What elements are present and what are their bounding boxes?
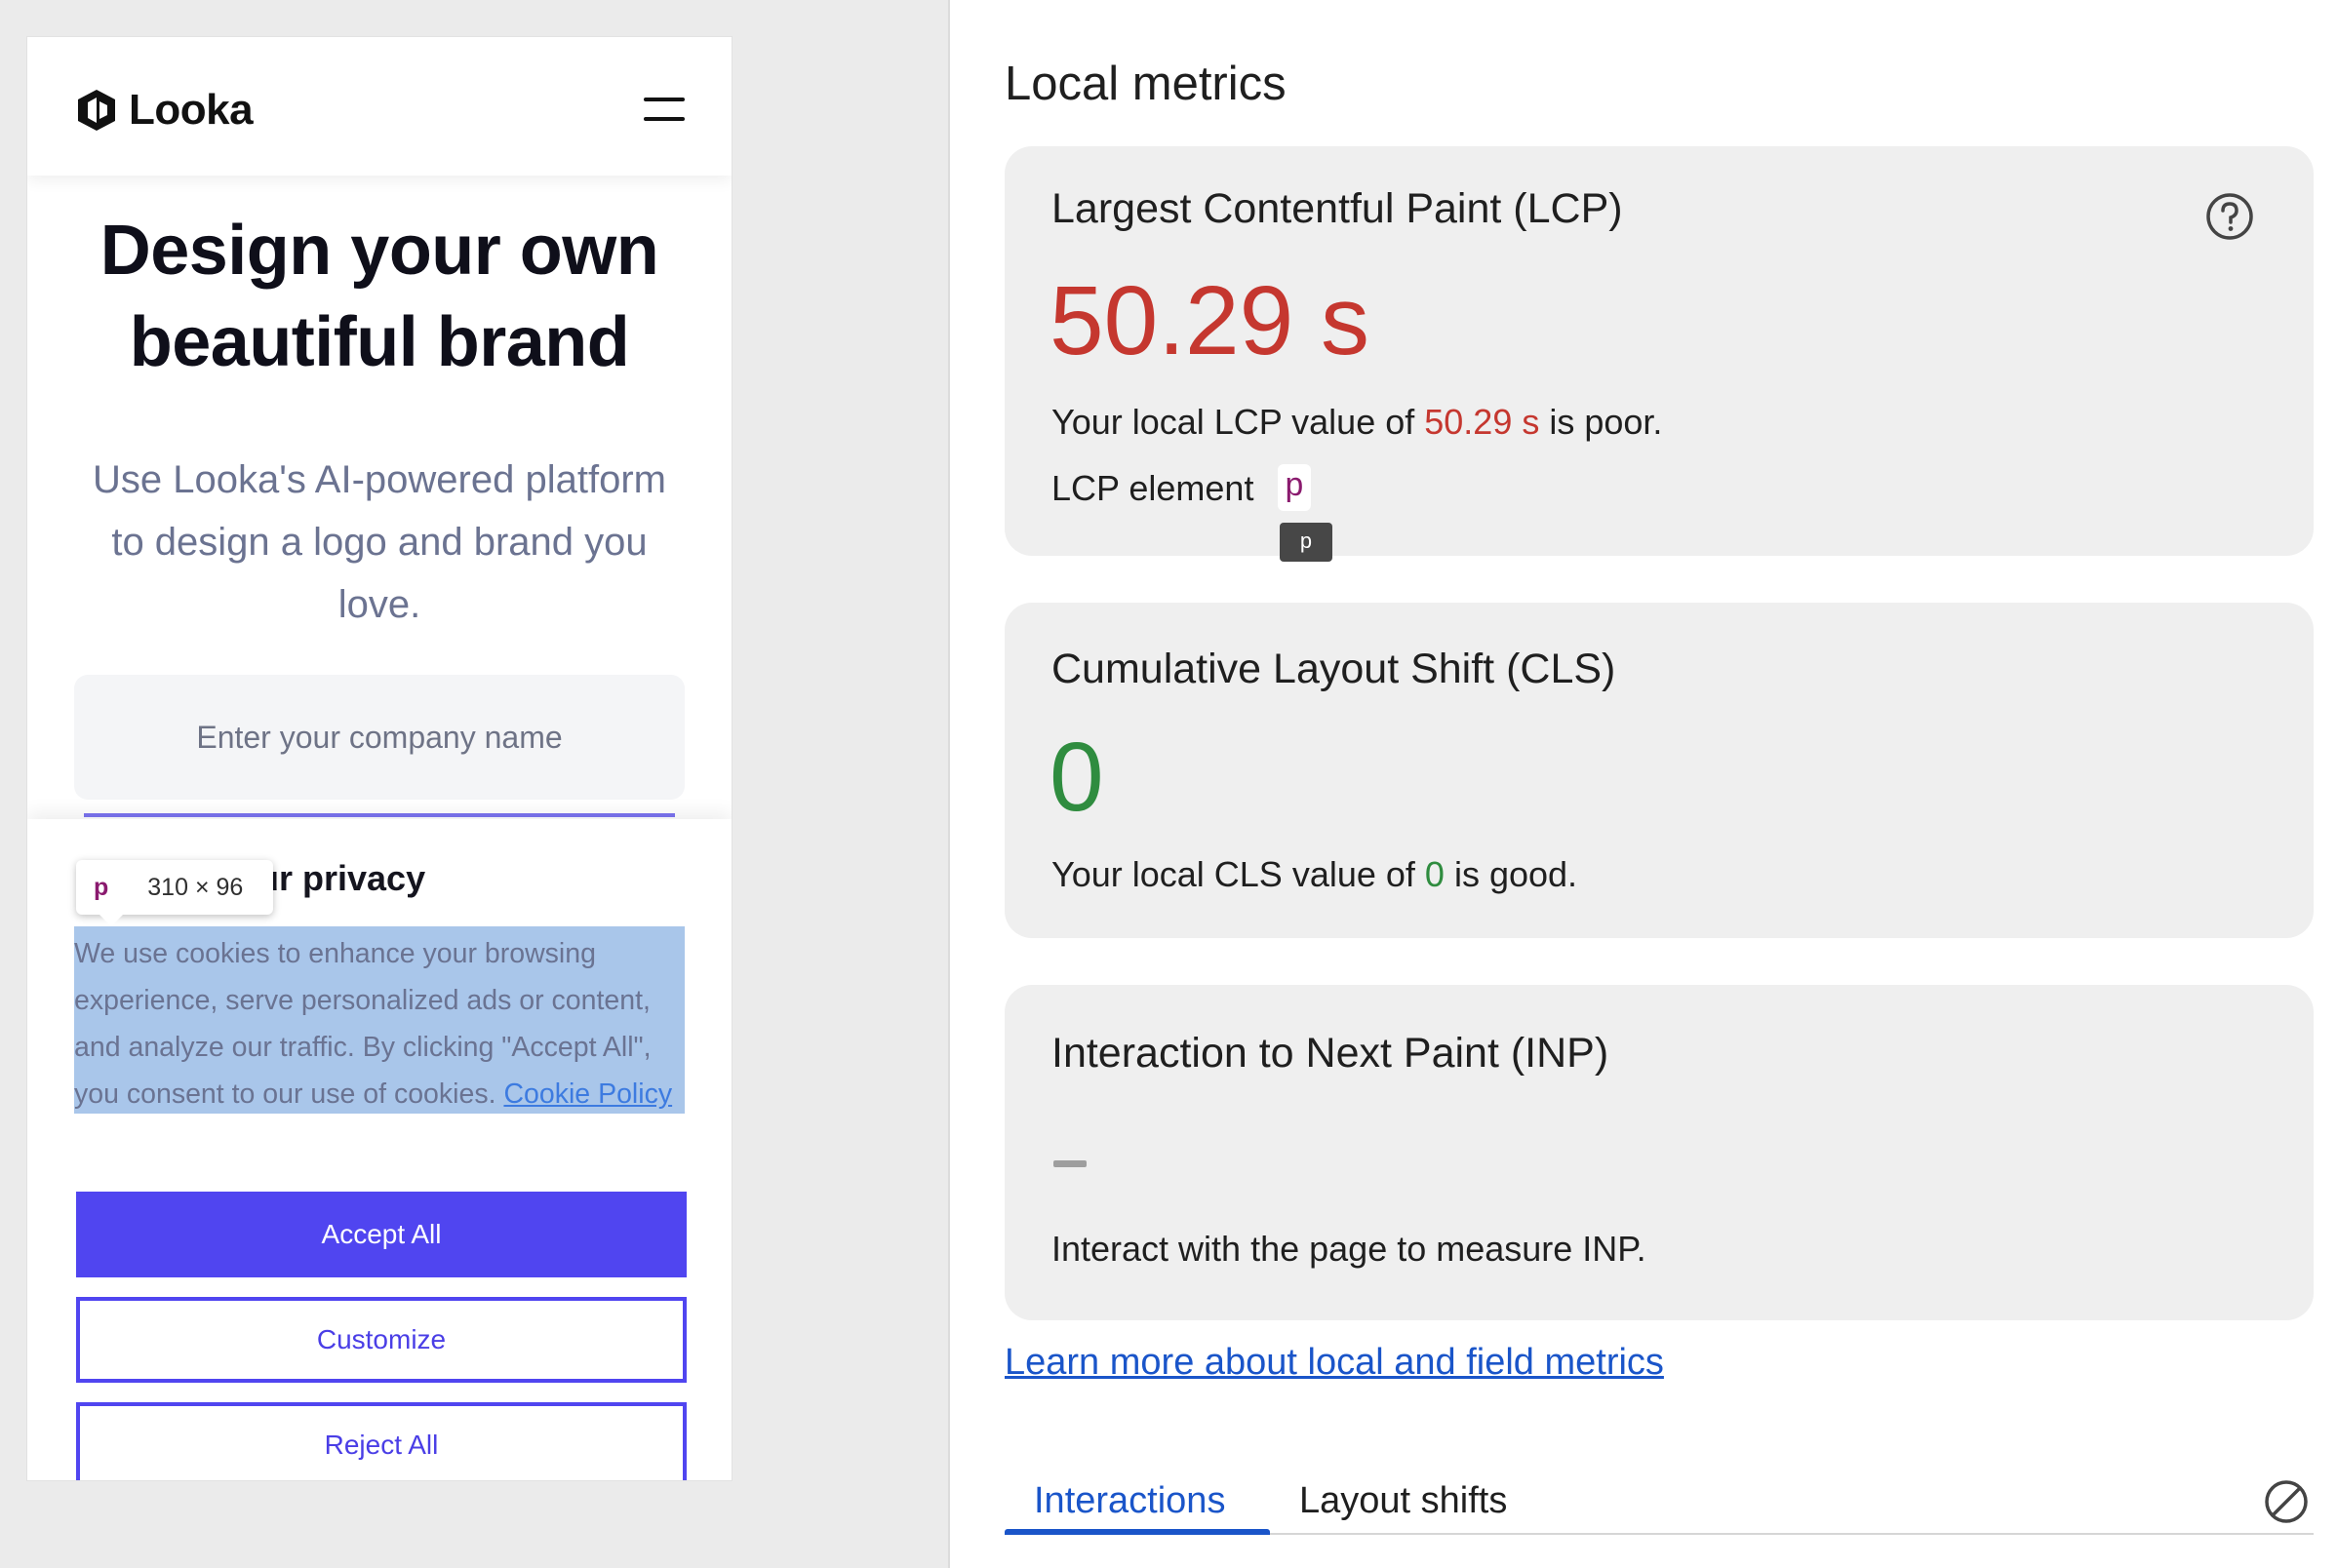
inspect-tooltip-tag: p	[94, 873, 109, 901]
tab-interactions[interactable]: Interactions	[1034, 1480, 1226, 1521]
cookie-banner-title: ur privacy	[257, 858, 426, 898]
site-header: Looka	[27, 37, 732, 176]
tabs-divider	[1005, 1533, 2314, 1535]
brand-logo[interactable]: Looka	[74, 86, 254, 135]
tab-layout-shifts[interactable]: Layout shifts	[1299, 1480, 1508, 1521]
cookie-banner-text: We use cookies to enhance your browsing …	[74, 930, 685, 1117]
hero-title: Design your own beautiful brand	[99, 212, 659, 381]
customize-button[interactable]: Customize	[76, 1297, 687, 1383]
tooltip-arrow-icon	[98, 913, 125, 926]
device-preview-pane: Looka Design your own beautiful brand Us…	[0, 0, 948, 1568]
hamburger-menu-icon[interactable]	[644, 96, 685, 123]
lcp-desc-prefix: Your local LCP value of	[1051, 402, 1425, 442]
element-inspect-tooltip: p 310 × 96	[76, 860, 273, 926]
cookie-policy-link[interactable]: Cookie Policy	[503, 1078, 673, 1110]
learn-more-metrics-link[interactable]: Learn more about local and field metrics	[1005, 1342, 1664, 1383]
cookie-consent-banner: ur privacy We use cookies to enhance you…	[27, 819, 732, 1480]
accept-all-button[interactable]: Accept All	[76, 1192, 687, 1277]
lcp-card: Largest Contentful Paint (LCP) 50.29 s Y…	[1005, 146, 2314, 562]
inspect-tooltip-size: 310 × 96	[147, 873, 244, 901]
cls-desc-suffix: is good.	[1444, 854, 1578, 894]
clear-block-icon[interactable]	[2263, 1478, 2310, 1525]
metrics-tabs: Interactions Layout shifts	[1005, 1463, 2314, 1541]
lcp-desc-value: 50.29 s	[1424, 402, 1540, 442]
reject-all-button[interactable]: Reject All	[76, 1402, 687, 1480]
active-tab-indicator	[1005, 1529, 1270, 1535]
pane-divider[interactable]	[948, 0, 950, 1568]
metrics-heading: Local metrics	[1005, 58, 1287, 110]
cls-value: 0	[1050, 723, 1104, 832]
inp-title: Interaction to Next Paint (INP)	[1051, 1030, 1609, 1077]
help-circle-icon[interactable]	[2204, 191, 2255, 242]
inp-empty-value-dash	[1053, 1160, 1087, 1167]
cls-card: Cumulative Layout Shift (CLS) 0 Your loc…	[1005, 603, 2314, 938]
inspected-element-highlight	[74, 926, 685, 1114]
cookie-text-body: We use cookies to enhance your browsing …	[74, 938, 652, 1110]
cls-title: Cumulative Layout Shift (CLS)	[1051, 646, 1616, 692]
hero-subtitle: Use Looka's AI-powered platform to desig…	[93, 458, 666, 626]
lcp-element-label: LCP element	[1051, 468, 1254, 508]
looka-logo-icon	[78, 90, 115, 131]
inp-card: Interaction to Next Paint (INP) Interact…	[1005, 985, 2314, 1320]
cls-desc-prefix: Your local CLS value of	[1051, 854, 1425, 894]
cls-description: Your local CLS value of 0 is good.	[1051, 854, 1577, 895]
lcp-title: Largest Contentful Paint (LCP)	[1051, 185, 1623, 232]
lcp-desc-suffix: is poor.	[1539, 402, 1663, 442]
lcp-description: Your local LCP value of 50.29 s is poor.	[1051, 402, 1662, 443]
lcp-element-node[interactable]: p	[1278, 464, 1311, 511]
cta-button-edge	[84, 813, 675, 817]
mobile-viewport: Looka Design your own beautiful brand Us…	[27, 37, 732, 1480]
metrics-panel: Local metrics Largest Contentful Paint (…	[950, 0, 2337, 1568]
brand-name: Looka	[129, 86, 254, 134]
cls-desc-value: 0	[1424, 854, 1445, 894]
lcp-value: 50.29 s	[1050, 266, 1370, 375]
company-name-input[interactable]: Enter your company name	[74, 675, 685, 800]
inp-description: Interact with the page to measure INP.	[1051, 1229, 1646, 1269]
lcp-element-tooltip: p	[1280, 523, 1332, 562]
